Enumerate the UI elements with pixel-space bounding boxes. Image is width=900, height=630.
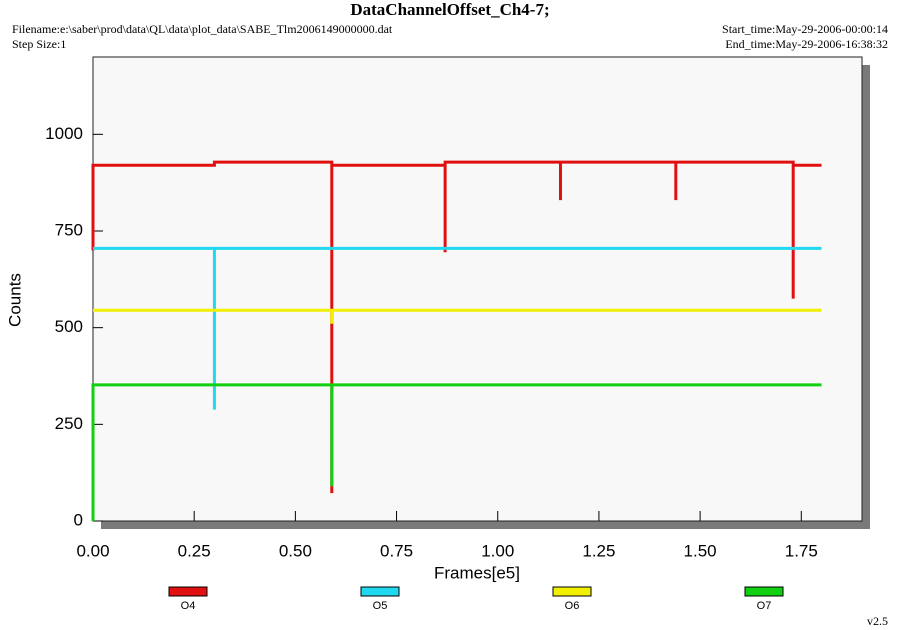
x-tick-label: 0.00 — [76, 541, 109, 560]
x-tick-label: 1.50 — [684, 541, 717, 560]
x-tick-label: 0.75 — [380, 541, 413, 560]
x-tick-label: 1.75 — [785, 541, 818, 560]
legend-label: O4 — [181, 600, 196, 612]
chart-title: DataChannelOffset_Ch4-7; — [350, 0, 549, 19]
filename: Filename:e:\saber\prod\data\QL\data\plot… — [12, 22, 393, 36]
legend-swatch — [552, 586, 592, 597]
step-size: Step Size:1 — [12, 37, 66, 51]
legend-label: O5 — [373, 600, 388, 612]
series-line — [91, 383, 822, 521]
y-tick-label: 500 — [55, 317, 83, 336]
legend-label: O6 — [565, 600, 580, 612]
x-tick-label: 1.00 — [481, 541, 514, 560]
x-tick-label: 0.50 — [279, 541, 312, 560]
legend-swatch — [360, 586, 400, 597]
series-line — [91, 160, 822, 494]
series-line — [93, 308, 822, 324]
x-axis-label: Frames[e5] — [434, 563, 520, 582]
legend-label: O7 — [757, 600, 772, 612]
y-tick-label: 250 — [55, 414, 83, 433]
y-tick-label: 750 — [55, 220, 83, 239]
x-tick-label: 0.25 — [178, 541, 211, 560]
y-tick-label: 1000 — [45, 124, 83, 143]
end-time: End_time:May-29-2006-16:38:32 — [725, 37, 888, 51]
legend-swatch — [744, 586, 784, 597]
start-time: Start_time:May-29-2006-00:00:14 — [722, 22, 888, 36]
version: v2.5 — [867, 614, 888, 628]
x-tick-label: 1.25 — [582, 541, 615, 560]
series-line — [93, 246, 822, 410]
plot-area — [92, 56, 863, 522]
legend-swatch — [168, 586, 208, 597]
y-axis-label: Counts — [5, 273, 24, 327]
y-tick-label: 0 — [74, 510, 83, 529]
